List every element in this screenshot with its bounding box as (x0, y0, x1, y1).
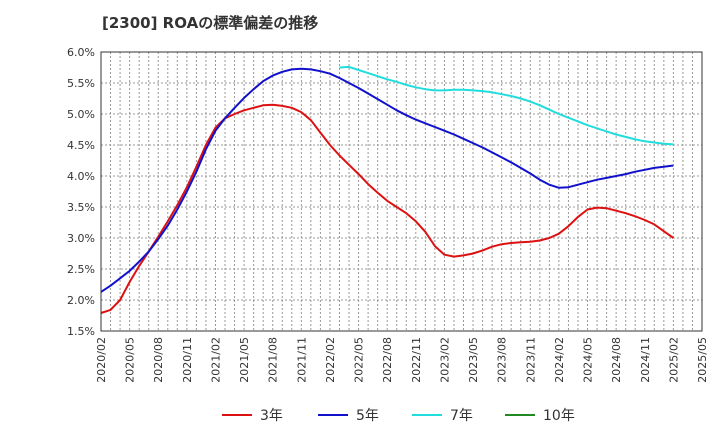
y-tick-label: 5.5% (67, 77, 95, 90)
x-tick: 2025/02 (667, 337, 680, 383)
x-tick: 2023/02 (438, 337, 451, 383)
x-axis: 2020/02 2020/05 2020/08 2020/11 2021/02 2021/… (95, 337, 709, 383)
y-tick-label: 6.0% (67, 46, 95, 59)
x-tick: 2020/05 (124, 337, 137, 383)
legend-swatch (412, 414, 442, 416)
x-tick-label: 2024/08 (610, 337, 623, 383)
y-tick-label: 1.5% (67, 325, 95, 338)
x-tick: 2024/02 (553, 337, 566, 383)
x-tick: 2022/11 (410, 337, 423, 383)
x-tick-label: 2024/02 (553, 337, 566, 383)
x-tick-label: 2025/05 (696, 337, 709, 383)
x-tick: 2022/08 (381, 337, 394, 383)
series-line-3年 (100, 103, 674, 314)
legend-item: 10年 (505, 404, 575, 426)
legend-label: 3年 (260, 408, 283, 424)
x-tick-label: 2021/02 (209, 337, 222, 383)
x-tick-label: 2022/11 (410, 337, 423, 383)
x-tick: 2021/02 (209, 337, 222, 383)
legend-item: 3年 (222, 404, 283, 426)
x-tick-label: 2025/02 (667, 337, 680, 383)
legend-swatch (505, 414, 535, 416)
x-tick: 2022/02 (324, 337, 337, 383)
x-tick-label: 2021/05 (238, 337, 251, 383)
x-tick-label: 2021/11 (295, 337, 308, 383)
legend-swatch (222, 414, 252, 416)
x-tick: 2024/05 (582, 337, 595, 383)
y-tick-label: 2.5% (67, 263, 95, 276)
y-axis: 1.5% 2.0% 2.5% 3.0% 3.5% 4.0% 4.5% 5.0% 5.5% 6.0% (67, 46, 95, 338)
x-tick: 2020/08 (152, 337, 165, 383)
series-lines (100, 65, 674, 314)
x-tick: 2021/08 (267, 337, 280, 383)
x-tick: 2024/11 (639, 337, 652, 383)
x-tick-label: 2023/02 (438, 337, 451, 383)
x-tick: 2020/11 (181, 337, 194, 383)
x-tick-label: 2020/11 (181, 337, 194, 383)
y-tick-label: 3.0% (67, 232, 95, 245)
x-tick-label: 2022/02 (324, 337, 337, 383)
x-tick-label: 2020/08 (152, 337, 165, 383)
y-tick-label: 5.0% (67, 108, 95, 121)
x-tick: 2024/08 (610, 337, 623, 383)
x-tick: 2020/02 (95, 337, 108, 383)
plot-frame (100, 51, 703, 332)
legend-label: 10年 (543, 408, 575, 424)
y-tick-label: 3.5% (67, 201, 95, 214)
x-tick-label: 2020/05 (124, 337, 137, 383)
y-tick-label: 4.5% (67, 139, 95, 152)
x-tick-label: 2023/11 (524, 337, 537, 383)
x-tick-label: 2024/11 (639, 337, 652, 383)
x-tick-label: 2023/05 (467, 337, 480, 383)
legend-item: 7年 (412, 404, 473, 426)
chart-title: [2300] ROAの標準偏差の推移 (102, 14, 319, 32)
series-line-5年 (100, 67, 674, 293)
legend-swatch (318, 414, 348, 416)
x-tick-label: 2023/08 (496, 337, 509, 383)
x-tick-label: 2022/05 (353, 337, 366, 383)
y-tick-label: 2.0% (67, 294, 95, 307)
y-tick-label: 4.0% (67, 170, 95, 183)
x-tick: 2022/05 (353, 337, 366, 383)
series-line-7年 (339, 65, 674, 146)
x-tick: 2023/05 (467, 337, 480, 383)
legend-label: 5年 (356, 408, 379, 424)
legend-label: 7年 (450, 408, 473, 424)
x-tick-label: 2020/02 (95, 337, 108, 383)
x-tick: 2023/11 (524, 337, 537, 383)
x-tick: 2021/11 (295, 337, 308, 383)
legend: 3年 5年 7年 10年 (0, 404, 720, 426)
x-tick: 2025/05 (696, 337, 709, 383)
x-tick: 2023/08 (496, 337, 509, 383)
x-tick-label: 2024/05 (582, 337, 595, 383)
x-tick: 2021/05 (238, 337, 251, 383)
grid-lines (101, 52, 702, 331)
x-tick-label: 2022/08 (381, 337, 394, 383)
x-tick-label: 2021/08 (267, 337, 280, 383)
legend-item: 5年 (318, 404, 379, 426)
